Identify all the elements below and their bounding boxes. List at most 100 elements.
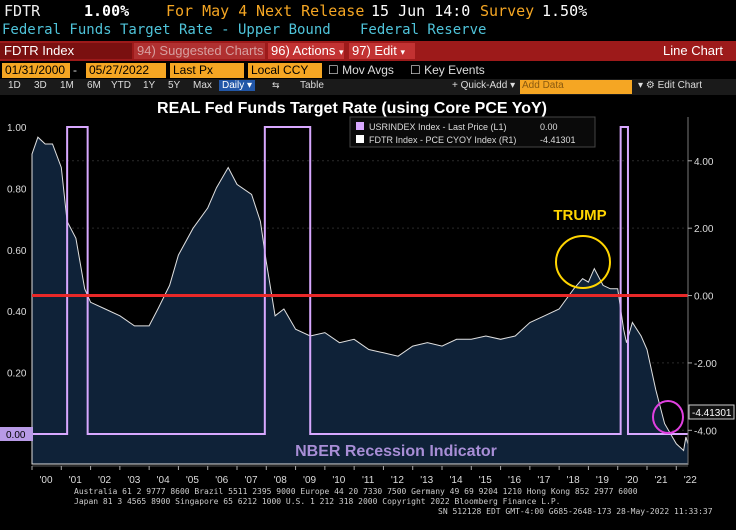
legend-label-fdtr: FDTR Index - PCE CYOY Index (R1) [369, 135, 516, 145]
checkbox-icon: ☐ [410, 63, 421, 77]
periodicity-select[interactable]: Daily ▾ [219, 80, 256, 91]
x-axis-tick-label: '07 [244, 475, 257, 486]
x-axis-tick-label: '04 [157, 475, 170, 486]
chart-toolbar: FDTR Index 94) Suggested Charts 96) Acti… [0, 41, 736, 61]
start-date-input[interactable]: 01/31/2000 [2, 63, 70, 78]
chart-area[interactable]: 1.00 0.80 0.60 0.40 0.20 4.00 2.00 0.00 -2.00 -4… [0, 95, 736, 486]
legend-value-usrindex: 0.00 [540, 122, 558, 132]
settings-gear-icon: ⚙ [645, 80, 655, 91]
x-axis-tick-label: '13 [420, 475, 433, 486]
table-button[interactable]: Table [300, 80, 324, 91]
for-date: For May 4 [166, 2, 248, 20]
chart-type-label[interactable]: Line Chart [663, 43, 723, 58]
right-axis-tick-label: 4.00 [694, 157, 714, 168]
x-axis-tick-label: '11 [362, 475, 375, 486]
last-value-label: -4.41301 [692, 408, 732, 419]
timeframe-1d[interactable]: 1D [8, 80, 21, 91]
key-events-label: Key Events [424, 63, 485, 77]
mov-avgs-toggle[interactable]: ☐ Mov Avgs [328, 63, 394, 77]
chevron-down-icon: ▾ [638, 80, 644, 91]
x-axis-tick-label: '05 [186, 475, 199, 486]
chevron-down-icon: ▾ [247, 80, 253, 91]
security-field[interactable]: FDTR Index [0, 43, 132, 59]
ticker-bar: FDTR 1.00% For May 4 Next Release 15 Jun… [0, 0, 736, 22]
timeframe-max[interactable]: Max [193, 80, 212, 91]
left-axis: 1.00 0.80 0.60 0.40 0.20 [7, 123, 27, 380]
date-separator: - [73, 63, 77, 77]
x-axis-tick-label: '17 [537, 475, 550, 486]
left-axis-tick-label: 0.80 [7, 184, 27, 195]
left-axis-tick-label: 0.20 [7, 369, 27, 380]
quick-add-button[interactable]: + Quick-Add ▾ [452, 80, 515, 91]
x-axis-tick-label: '16 [508, 475, 521, 486]
key-events-toggle[interactable]: ☐ Key Events [410, 63, 485, 77]
timeframe-bar: 1D 3D 1M 6M YTD 1Y 5Y Max Daily ▾ ⇆ Tabl… [0, 79, 736, 95]
next-release-value: 15 Jun 14:0 [371, 2, 471, 20]
recession-indicator [32, 126, 688, 435]
chart-legend: USRINDEX Index - Last Price (L1) 0.00 FD… [349, 116, 596, 148]
security-source: Federal Reserve [360, 22, 487, 38]
ticker-value: 1.00% [84, 2, 130, 20]
security-description: Federal Funds Target Rate - Upper Bound [2, 22, 331, 38]
next-release-label: Next Release [256, 2, 365, 20]
survey-label: Survey [480, 2, 535, 20]
right-axis: 4.00 2.00 0.00 -2.00 -4.00 [687, 117, 717, 464]
footer-contacts-line1: Australia 61 2 9777 8600 Brazil 5511 239… [74, 487, 638, 496]
ticker-symbol[interactable]: FDTR [4, 2, 41, 20]
real-rate-area [31, 136, 689, 465]
x-axis-tick-label: '20 [625, 475, 638, 486]
footer: Australia 61 2 9777 8600 Brazil 5511 239… [0, 486, 736, 530]
timeframe-6m[interactable]: 6M [87, 80, 101, 91]
quick-add-label: + Quick-Add [452, 80, 508, 91]
description-bar: Federal Funds Target Rate - Upper Bound … [0, 22, 736, 40]
legend-swatch-recession [356, 122, 364, 130]
currency-select[interactable]: Local CCY [248, 63, 322, 78]
left-current-label: 0.00 [6, 430, 26, 441]
x-axis-tick-label: '08 [274, 475, 287, 486]
right-axis-tick-label: -4.00 [694, 426, 717, 437]
edit-chart-button[interactable]: ▾ ⚙ Edit Chart [638, 80, 702, 91]
x-axis-tick-label: '00 [39, 475, 52, 486]
last-value-tag [688, 404, 735, 420]
x-axis-tick-label: '15 [479, 475, 492, 486]
legend-label-usrindex: USRINDEX Index - Last Price (L1) [369, 122, 507, 132]
edit-button[interactable]: 97) Edit ▾ [349, 43, 415, 59]
x-axis-tick-label: '10 [332, 475, 345, 486]
mov-avgs-label: Mov Avgs [342, 63, 394, 77]
end-date-input[interactable]: 05/27/2022 [86, 63, 166, 78]
table-toggle-icon[interactable]: ⇆ [272, 80, 280, 90]
nber-annotation: NBER Recession Indicator [295, 443, 497, 460]
actions-button[interactable]: 96) Actions ▾ [268, 43, 344, 59]
x-axis-tick-label: '06 [215, 475, 228, 486]
periodicity-label: Daily [222, 80, 245, 91]
actions-label: 96) Actions [271, 43, 336, 58]
x-axis-tick-label: '12 [391, 475, 404, 486]
edit-label: 97) Edit [352, 43, 397, 58]
x-axis-tick-label: '03 [127, 475, 140, 486]
chart-title: REAL Fed Funds Target Rate (using Core P… [157, 100, 547, 117]
footer-contacts-line2: Japan 81 3 4565 8900 Singapore 65 6212 1… [74, 497, 561, 506]
left-axis-tick-label: 1.00 [7, 123, 27, 134]
timeframe-3d[interactable]: 3D [34, 80, 47, 91]
legend-value-fdtr: -4.41301 [540, 135, 576, 145]
chevron-down-icon: ▾ [400, 47, 405, 57]
latest-value-highlight-circle [652, 400, 684, 434]
checkbox-icon: ☐ [328, 63, 339, 77]
timeframe-5y[interactable]: 5Y [168, 80, 181, 91]
timeframe-1m[interactable]: 1M [60, 80, 74, 91]
x-axis-tick-label: '22 [684, 475, 697, 486]
chevron-down-icon: ▾ [510, 80, 516, 91]
field-select[interactable]: Last Px [170, 63, 244, 78]
x-axis-tick-label: '18 [567, 475, 580, 486]
settings-bar: 01/31/2000 - 05/27/2022 Last Px Local CC… [0, 62, 736, 79]
footer-session-line: SN 512128 EDT GMT-4:00 G685-2648-173 28-… [438, 507, 713, 516]
timeframe-ytd[interactable]: YTD [111, 80, 131, 91]
timeframe-1y[interactable]: 1Y [143, 80, 156, 91]
trump-annotation: TRUMP [553, 207, 606, 224]
add-data-input[interactable]: Add Data [520, 80, 632, 94]
recession-step-line [32, 126, 688, 435]
trump-highlight-circle [555, 235, 611, 289]
chevron-down-icon: ▾ [338, 47, 344, 57]
suggested-charts-button[interactable]: 94) Suggested Charts [134, 43, 265, 59]
x-axis: '00 '01 '02 '03 '04 '05 '06 '07 '08 '09 '10 '11 '12 '… [31, 465, 697, 486]
